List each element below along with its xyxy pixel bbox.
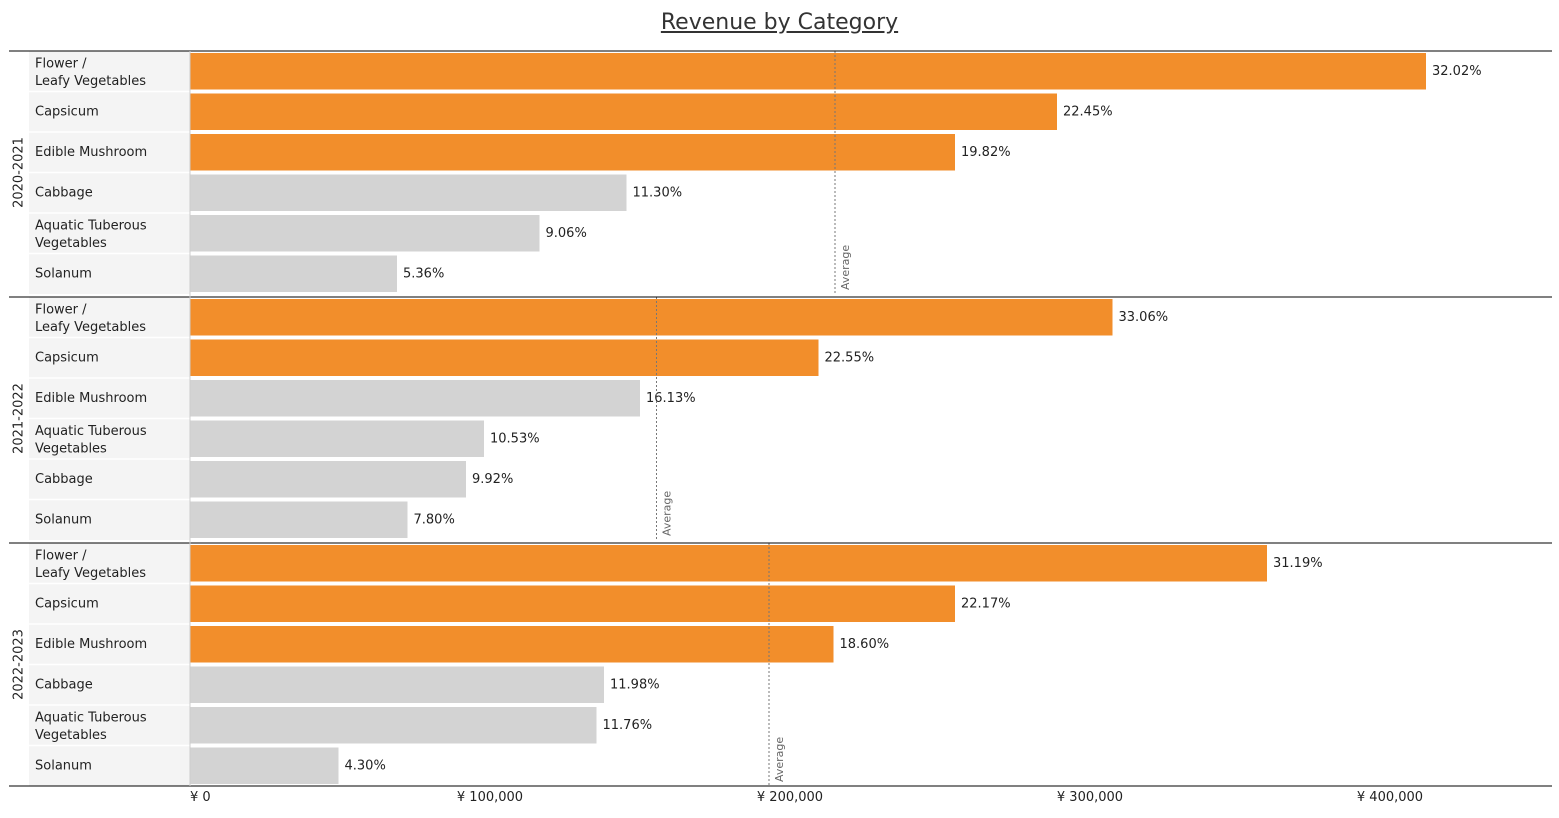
category-label: Aquatic Tuberous Vegetables	[35, 424, 147, 457]
category-label: Edible Mushroom	[35, 637, 147, 652]
x-tick-label: ¥ 400,000	[1357, 790, 1423, 805]
data-label: 11.30%	[633, 185, 683, 200]
data-label: 7.80%	[414, 512, 455, 527]
category-label: Aquatic Tuberous Vegetables	[35, 710, 147, 743]
data-label: 9.06%	[546, 226, 587, 241]
average-label: Average	[661, 491, 674, 536]
bar	[190, 53, 1426, 90]
x-tick-label: ¥ 100,000	[457, 790, 523, 805]
data-label: 5.36%	[403, 266, 444, 281]
data-label: 22.45%	[1063, 104, 1113, 119]
x-tick-label: ¥ 0	[190, 790, 211, 805]
x-tick-label: ¥ 300,000	[1057, 790, 1123, 805]
bar	[190, 707, 597, 744]
data-label: 22.17%	[961, 596, 1011, 611]
average-label: Average	[839, 245, 852, 290]
bar	[190, 666, 604, 703]
data-label: 11.76%	[603, 718, 653, 733]
category-label: Flower / Leafy Vegetables	[35, 548, 146, 581]
category-label: Cabbage	[35, 472, 93, 487]
data-label: 4.30%	[345, 758, 386, 773]
category-label: Flower / Leafy Vegetables	[35, 56, 146, 89]
category-label: Capsicum	[35, 596, 99, 611]
bar	[190, 501, 408, 538]
group-label: 2021-2022	[12, 383, 27, 454]
bar	[190, 215, 540, 252]
category-label: Solanum	[35, 266, 92, 281]
category-label: Edible Mushroom	[35, 145, 147, 160]
x-tick-label: ¥ 200,000	[757, 790, 823, 805]
bar	[190, 174, 627, 211]
data-label: 11.98%	[610, 677, 660, 692]
data-label: 31.19%	[1273, 556, 1323, 571]
category-label: Edible Mushroom	[35, 391, 147, 406]
bar	[190, 134, 955, 171]
bar	[190, 380, 640, 417]
bar	[190, 93, 1057, 130]
category-label: Cabbage	[35, 185, 93, 200]
data-label: 33.06%	[1119, 310, 1169, 325]
bar	[190, 747, 339, 784]
category-label: Solanum	[35, 758, 92, 773]
bar	[190, 299, 1113, 336]
category-label: Flower / Leafy Vegetables	[35, 302, 146, 335]
data-label: 19.82%	[961, 145, 1011, 160]
bar	[190, 626, 834, 663]
data-label: 32.02%	[1432, 64, 1482, 79]
category-label: Cabbage	[35, 677, 93, 692]
category-label: Solanum	[35, 512, 92, 527]
category-label: Capsicum	[35, 350, 99, 365]
bar	[190, 461, 466, 498]
data-label: 10.53%	[490, 431, 540, 446]
data-label: 16.13%	[646, 391, 696, 406]
data-label: 22.55%	[825, 350, 875, 365]
bar	[190, 339, 819, 376]
average-label: Average	[773, 737, 786, 782]
bar	[190, 420, 484, 457]
bar	[190, 545, 1267, 582]
data-label: 18.60%	[840, 637, 890, 652]
bar	[190, 255, 397, 292]
bar	[190, 585, 955, 622]
category-label: Capsicum	[35, 104, 99, 119]
chart-title: Revenue by Category	[660, 10, 899, 35]
data-label: 9.92%	[472, 472, 513, 487]
group-label: 2020-2021	[12, 137, 27, 208]
category-label: Aquatic Tuberous Vegetables	[35, 218, 147, 251]
group-label: 2022-2023	[12, 629, 27, 700]
